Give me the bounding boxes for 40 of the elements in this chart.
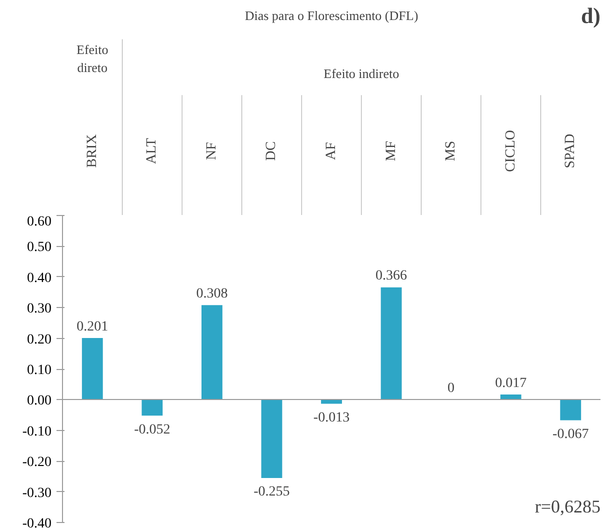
x-tick-label: AF (324, 142, 339, 160)
data-label: 0.308 (196, 286, 228, 302)
x-tick-label: ALT (144, 138, 160, 164)
data-label: -0.013 (313, 410, 350, 426)
y-tick-label: 0.30 (27, 302, 52, 317)
y-tick-label: 0.40 (27, 270, 52, 286)
y-tick-label: 0.60 (27, 214, 52, 230)
annotation: r=0,6285 (534, 496, 601, 516)
x-tick-label: BRIX (84, 134, 100, 168)
data-label: -0.052 (134, 422, 170, 438)
y-tick-label: -0.40 (22, 516, 52, 532)
bar (380, 287, 402, 400)
data-label: -0.067 (552, 426, 589, 442)
x-tick-label: CICLO (503, 130, 518, 172)
y-tick-label: -0.20 (22, 455, 52, 470)
y-tick-label: -0.10 (22, 424, 52, 440)
bar (560, 400, 582, 420)
y-tick-label: 0.50 (27, 240, 52, 256)
y-tick-label: 0.10 (27, 363, 52, 378)
x-tick-label: MS (444, 140, 459, 162)
bar (142, 400, 163, 416)
data-label: -0.255 (254, 484, 290, 500)
chart-title: Dias para o Florescimento (DFL) (244, 8, 418, 24)
data-label: 0 (448, 381, 455, 396)
y-tick-label: 0.20 (27, 332, 52, 348)
x-tick-label: SPAD (563, 134, 578, 168)
bar (201, 305, 222, 400)
y-tick-label: -0.30 (22, 486, 52, 501)
x-tick-label: MF (384, 140, 399, 162)
bar (261, 400, 282, 478)
data-label: 0.366 (376, 268, 408, 284)
y-tick-label: 0.00 (27, 394, 52, 409)
text: Efeito indireto (324, 66, 400, 82)
text: Efeito direto (76, 42, 108, 76)
x-tick-label: DC (264, 141, 280, 161)
data-label: 0.017 (495, 376, 527, 391)
bar (82, 338, 103, 400)
text: d) (580, 3, 600, 28)
data-label: 0.201 (76, 319, 108, 334)
x-tick-label: NF (204, 142, 220, 160)
